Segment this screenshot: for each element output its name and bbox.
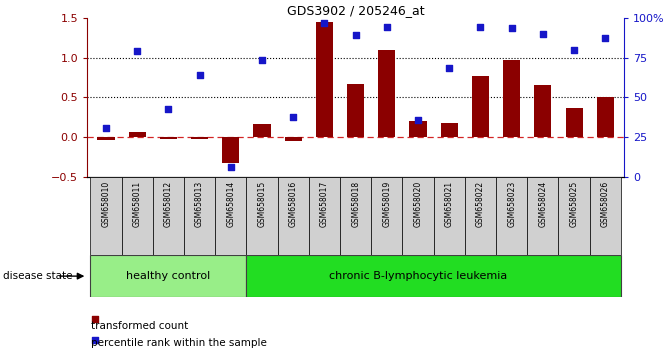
- Point: [413, 117, 423, 122]
- Bar: [129, 132, 146, 137]
- Bar: [309, 177, 340, 255]
- Bar: [472, 76, 489, 137]
- Bar: [433, 177, 465, 255]
- Text: GSM658020: GSM658020: [413, 181, 423, 227]
- Point: [163, 107, 174, 112]
- Text: healthy control: healthy control: [126, 271, 211, 281]
- Bar: [254, 124, 270, 137]
- Bar: [371, 177, 403, 255]
- Bar: [597, 97, 614, 137]
- Point: [101, 125, 111, 131]
- Bar: [215, 177, 246, 255]
- Text: disease state: disease state: [3, 271, 73, 281]
- Bar: [316, 22, 333, 137]
- Point: [350, 33, 361, 38]
- Bar: [285, 137, 302, 141]
- Bar: [160, 137, 177, 139]
- Point: [382, 24, 393, 30]
- Point: [89, 316, 100, 321]
- Title: GDS3902 / 205246_at: GDS3902 / 205246_at: [287, 4, 425, 17]
- Point: [475, 24, 486, 30]
- Text: transformed count: transformed count: [91, 321, 188, 331]
- Bar: [558, 177, 590, 255]
- Point: [569, 47, 580, 52]
- Text: GSM658014: GSM658014: [226, 181, 236, 227]
- Bar: [409, 121, 427, 137]
- Bar: [527, 177, 558, 255]
- Text: GSM658026: GSM658026: [601, 181, 610, 227]
- Bar: [566, 108, 582, 137]
- Bar: [378, 50, 395, 137]
- Text: GSM658011: GSM658011: [133, 181, 142, 227]
- Text: GSM658017: GSM658017: [320, 181, 329, 227]
- Bar: [441, 123, 458, 137]
- Bar: [278, 177, 309, 255]
- Point: [89, 337, 100, 343]
- Bar: [340, 177, 371, 255]
- Point: [194, 72, 205, 78]
- Point: [256, 57, 267, 63]
- Bar: [222, 137, 240, 164]
- Point: [319, 21, 329, 26]
- Text: GSM658015: GSM658015: [258, 181, 266, 227]
- Bar: [246, 177, 278, 255]
- Point: [600, 35, 611, 40]
- Bar: [590, 177, 621, 255]
- Bar: [465, 177, 496, 255]
- Text: GSM658010: GSM658010: [101, 181, 111, 227]
- Point: [537, 31, 548, 36]
- Point: [444, 65, 455, 71]
- Text: GSM658021: GSM658021: [445, 181, 454, 227]
- Text: GSM658016: GSM658016: [289, 181, 298, 227]
- Text: GSM658023: GSM658023: [507, 181, 516, 227]
- Text: GSM658022: GSM658022: [476, 181, 485, 227]
- Bar: [184, 177, 215, 255]
- Point: [288, 114, 299, 120]
- Text: GSM658025: GSM658025: [570, 181, 578, 227]
- Bar: [496, 177, 527, 255]
- Bar: [534, 85, 552, 137]
- Text: GSM658024: GSM658024: [538, 181, 548, 227]
- Text: GSM658012: GSM658012: [164, 181, 173, 227]
- Bar: [246, 255, 621, 297]
- Text: GSM658019: GSM658019: [382, 181, 391, 227]
- Bar: [121, 177, 153, 255]
- Bar: [91, 177, 121, 255]
- Point: [507, 25, 517, 31]
- Text: percentile rank within the sample: percentile rank within the sample: [91, 338, 266, 348]
- Point: [225, 165, 236, 170]
- Bar: [153, 177, 184, 255]
- Point: [132, 48, 142, 54]
- Text: chronic B-lymphocytic leukemia: chronic B-lymphocytic leukemia: [329, 271, 507, 281]
- Bar: [191, 137, 208, 139]
- Bar: [403, 177, 433, 255]
- Bar: [91, 255, 246, 297]
- Bar: [503, 60, 520, 137]
- Bar: [97, 137, 115, 139]
- Text: GSM658018: GSM658018: [351, 181, 360, 227]
- Bar: [347, 84, 364, 137]
- Text: GSM658013: GSM658013: [195, 181, 204, 227]
